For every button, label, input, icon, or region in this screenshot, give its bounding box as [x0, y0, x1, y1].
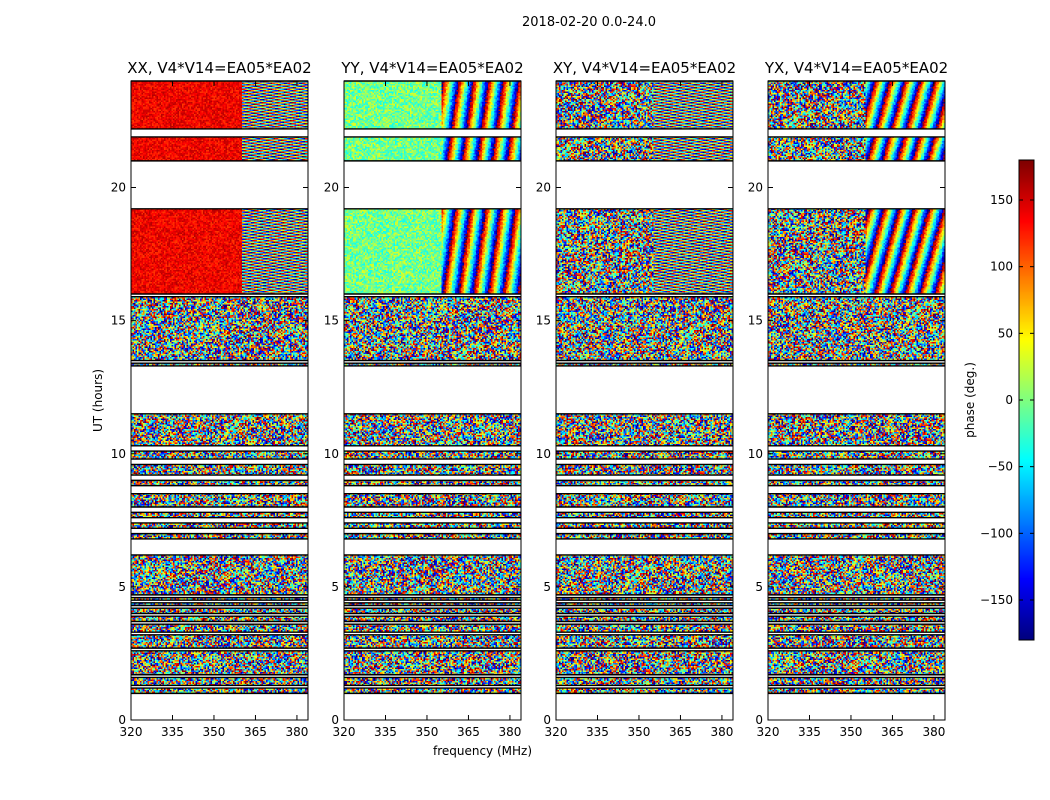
xtick-label-3-1: 335: [798, 725, 821, 739]
xtick-label-2-3: 365: [669, 725, 692, 739]
cbar-tick-label-6: −150: [980, 593, 1013, 607]
panel-title-3: YX, V4*V14=EA05*EA02: [764, 59, 948, 77]
panel-title-2: XY, V4*V14=EA05*EA02: [553, 59, 736, 77]
ytick-label-1-4: 20: [324, 181, 339, 195]
ytick-label-0-4: 20: [111, 181, 126, 195]
xtick-label-3-2: 350: [840, 725, 863, 739]
ytick-label-1-0: 0: [331, 713, 339, 727]
ytick-label-3-2: 10: [748, 447, 763, 461]
panel-2: XY, V4*V14=EA05*EA02 320 335 350 365 380 0 5 10 1…: [536, 59, 736, 739]
panels: XX, V4*V14=EA05*EA02 320 335 350 365 380 0 5 10 1…: [91, 59, 948, 758]
panel-title-0: XX, V4*V14=EA05*EA02: [127, 59, 311, 77]
cbar-tick-label-3: 0: [1005, 393, 1013, 407]
xtick-label-3-3: 365: [881, 725, 904, 739]
ytick-label-3-0: 0: [755, 713, 763, 727]
xtick-label-1-1: 335: [374, 725, 397, 739]
panel-frame-0: [130, 80, 309, 721]
xtick-label-1-3: 365: [457, 725, 480, 739]
ylabel-0: UT (hours): [91, 369, 105, 432]
cbar-tick-label-2: 50: [998, 326, 1013, 340]
cbar-tick-label-0: 150: [990, 193, 1013, 207]
xtick-label-0-4: 380: [285, 725, 308, 739]
ytick-label-0-2: 10: [111, 447, 126, 461]
ytick-label-3-1: 5: [755, 580, 763, 594]
cbar-tick-label-5: −100: [980, 526, 1013, 540]
colorbar: 150 100 50 0 −50 −100 −150 phase (deg.): [963, 159, 1035, 641]
ytick-label-1-2: 10: [324, 447, 339, 461]
panel-title-1: YY, V4*V14=EA05*EA02: [340, 59, 523, 77]
ytick-label-0-0: 0: [118, 713, 126, 727]
ytick-label-0-3: 15: [111, 314, 126, 328]
panel-3: YX, V4*V14=EA05*EA02 320 335 350 365 380 0 5 10 1…: [748, 59, 948, 739]
ytick-label-1-3: 15: [324, 314, 339, 328]
panel-1: YY, V4*V14=EA05*EA02 320 335 350 365 380 0 5 10 1…: [324, 59, 532, 758]
ytick-label-2-2: 10: [536, 447, 551, 461]
xtick-label-1-2: 350: [416, 725, 439, 739]
colorbar-label: phase (deg.): [963, 362, 977, 438]
xtick-label-2-1: 335: [586, 725, 609, 739]
xtick-label-0-1: 335: [161, 725, 184, 739]
ytick-label-3-3: 15: [748, 314, 763, 328]
ytick-label-3-4: 20: [748, 181, 763, 195]
xtick-label-2-4: 380: [710, 725, 733, 739]
cbar-tick-label-1: 100: [990, 260, 1013, 274]
panel-0: XX, V4*V14=EA05*EA02 320 335 350 365 380 0 5 10 1…: [91, 59, 312, 739]
colorbar-gradient: [1019, 160, 1034, 640]
figure-suptitle: 2018-02-20 0.0-24.0: [522, 15, 656, 30]
ytick-label-2-3: 15: [536, 314, 551, 328]
ytick-label-2-0: 0: [543, 713, 551, 727]
xtick-label-1-4: 380: [498, 725, 521, 739]
xtick-label-3-4: 380: [922, 725, 945, 739]
cbar-tick-label-4: −50: [988, 460, 1013, 474]
xtick-label-0-2: 350: [203, 725, 226, 739]
panel-frame-3: [767, 80, 946, 721]
panel-frame-1: [343, 80, 522, 721]
xtick-label-0-0: 320: [120, 725, 143, 739]
xtick-label-1-0: 320: [333, 725, 356, 739]
panel-frame-2: [555, 80, 734, 721]
ytick-label-0-1: 5: [118, 580, 126, 594]
ytick-label-1-1: 5: [331, 580, 339, 594]
xtick-label-2-0: 320: [545, 725, 568, 739]
xtick-label-2-2: 350: [628, 725, 651, 739]
ytick-label-2-4: 20: [536, 181, 551, 195]
xtick-label-0-3: 365: [244, 725, 267, 739]
xtick-label-3-0: 320: [757, 725, 780, 739]
ytick-label-2-1: 5: [543, 580, 551, 594]
xlabel-1: frequency (MHz): [433, 744, 532, 758]
